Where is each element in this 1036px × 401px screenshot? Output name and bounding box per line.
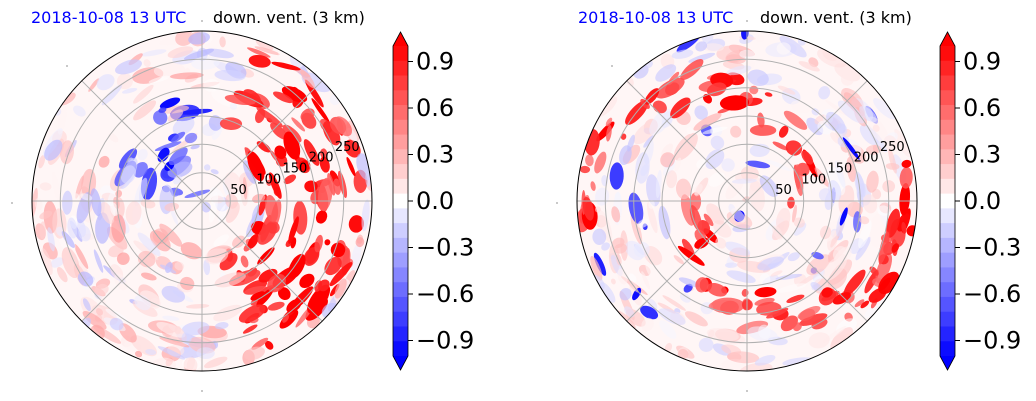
left-plot-panel: 2018-10-08 13 UTC down. vent. (3 km) 50 1…	[0, 0, 520, 401]
colorbar-tick-label: 0.9	[416, 48, 454, 76]
colorbar-tick-label: −0.9	[963, 327, 1021, 355]
colorbar-level	[393, 194, 408, 209]
colorbar-extend-max	[393, 32, 408, 46]
colorbar-level	[940, 105, 955, 120]
colorbar-level	[393, 46, 408, 61]
colorbar-level	[393, 135, 408, 150]
polar-heatmap-right: 50 100150200250 0.9 0.6 0.3 0.0 −0.3 −0.6 −0.9	[545, 0, 1036, 401]
colorbar-level	[940, 326, 955, 341]
radial-tick-label: 100	[256, 172, 281, 187]
colorbar-level	[393, 90, 408, 105]
colorbar-level	[393, 297, 408, 312]
colorbar-tick-label: −0.3	[963, 234, 1021, 262]
field-cell	[750, 125, 776, 136]
colorbar-level	[940, 297, 955, 312]
colorbar-level	[393, 253, 408, 268]
colorbar-level	[940, 179, 955, 194]
radial-tick-label: 50	[775, 183, 792, 198]
colorbar-tick-label: 0.3	[963, 141, 1001, 169]
colorbar-level	[940, 135, 955, 150]
outer-tick	[11, 202, 12, 203]
radial-tick-label: 150	[828, 162, 853, 177]
colorbar-level	[393, 76, 408, 91]
colorbar-level	[940, 312, 955, 327]
colorbar-tick-label: 0.6	[416, 94, 454, 122]
colorbar-level	[940, 120, 955, 135]
colorbar-level	[940, 61, 955, 76]
outer-tick	[746, 390, 747, 391]
colorbar-level	[393, 282, 408, 297]
colorbar-level	[393, 312, 408, 327]
outer-tick	[66, 65, 67, 66]
colorbar-extend-min	[393, 356, 408, 370]
colorbar-level	[393, 61, 408, 76]
colorbar-tick-label: −0.9	[416, 327, 474, 355]
colorbar-tick-label: −0.6	[963, 280, 1021, 308]
colorbar-level	[393, 326, 408, 341]
radial-tick-label: 200	[854, 151, 879, 166]
polar-heatmap-left: 50 100150200250 0.9 0.6 0.3 0.0 −0.3 −0.6 −0.9	[0, 0, 520, 401]
colorbar-level	[940, 90, 955, 105]
radial-tick-label: 150	[283, 162, 308, 177]
colorbar-level	[940, 164, 955, 179]
colorbar-level	[940, 208, 955, 223]
colorbar-tick-label: 0.0	[416, 187, 454, 215]
colorbar-level	[393, 341, 408, 356]
colorbar-extend-min	[940, 356, 955, 370]
colorbar-level	[393, 223, 408, 238]
outer-tick	[556, 202, 557, 203]
outer-tick	[611, 65, 612, 66]
colorbar-level	[940, 194, 955, 209]
colorbar-level	[393, 179, 408, 194]
colorbar-level	[940, 267, 955, 282]
colorbar-level	[393, 105, 408, 120]
colorbar-level	[940, 253, 955, 268]
colorbar-level	[393, 238, 408, 253]
radial-tick-label: 250	[880, 140, 905, 155]
radial-tick-label: 250	[335, 140, 360, 155]
colorbar-level	[393, 164, 408, 179]
colorbar-level	[940, 238, 955, 253]
colorbar-level	[393, 120, 408, 135]
colorbar-tick-label: 0.0	[963, 187, 1001, 215]
colorbar-level	[940, 282, 955, 297]
outer-tick	[746, 20, 747, 21]
colorbar-level	[940, 341, 955, 356]
colorbar-level	[940, 76, 955, 91]
colorbar-level	[940, 46, 955, 61]
colorbar-tick-label: 0.3	[416, 141, 454, 169]
colorbar-tick-label: 0.6	[963, 94, 1001, 122]
colorbar-level	[393, 149, 408, 164]
outer-tick	[201, 390, 202, 391]
radial-tick-label: 100	[801, 172, 826, 187]
colorbar-extend-max	[940, 32, 955, 46]
colorbar-tick-label: 0.9	[963, 48, 1001, 76]
colorbar-level	[393, 208, 408, 223]
colorbar-level	[940, 149, 955, 164]
colorbar-tick-label: −0.3	[416, 234, 474, 262]
radial-tick-label: 50	[230, 183, 247, 198]
colorbar-level	[940, 223, 955, 238]
colorbar-tick-label: −0.6	[416, 280, 474, 308]
radial-tick-label: 200	[309, 151, 334, 166]
right-plot-panel: 2018-10-08 13 UTC down. vent. (3 km) 50 1…	[545, 0, 1036, 401]
colorbar-level	[393, 267, 408, 282]
outer-tick	[201, 20, 202, 21]
